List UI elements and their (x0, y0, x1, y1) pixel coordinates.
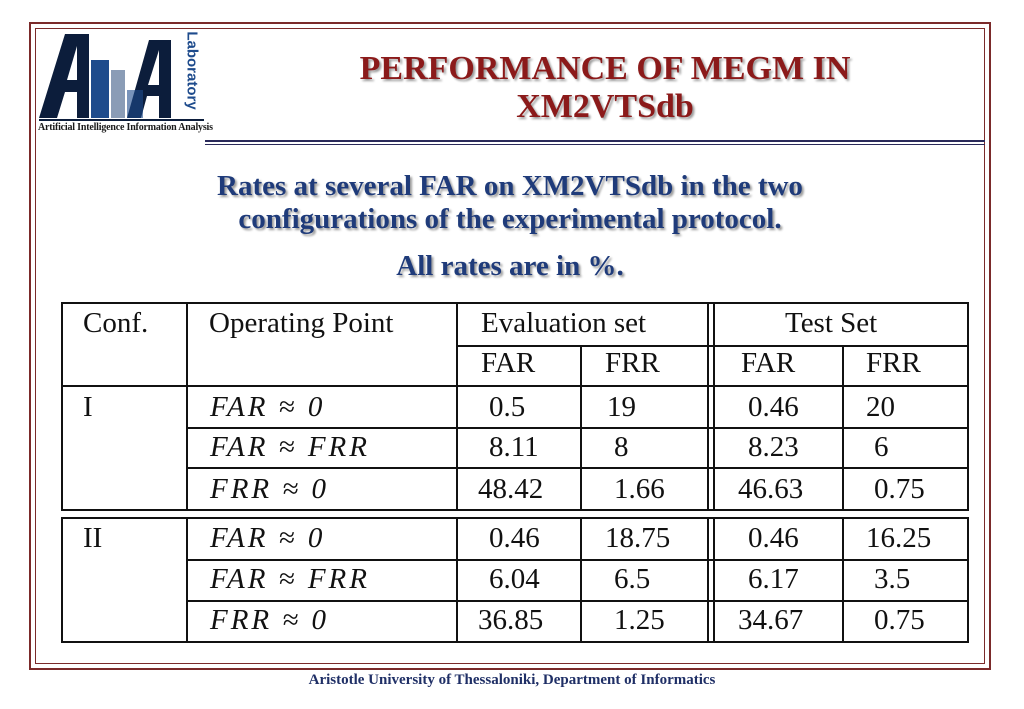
subtitle-line-1: Rates at several FAR on XM2VTSdb in the … (217, 170, 803, 202)
table-cell-test-far: 6.17 (748, 563, 799, 595)
table-top-border (61, 302, 969, 304)
col-border (842, 517, 844, 643)
header-test-set: Test Set (785, 307, 878, 339)
table-cell-eval-frr: 6.5 (614, 563, 651, 595)
col-border (707, 517, 709, 643)
header-bottom-border (61, 385, 969, 387)
col-border (580, 517, 582, 643)
group-2-top-border (61, 517, 969, 519)
col-border (61, 302, 63, 511)
subtitle-line-3: All rates are in %. (396, 250, 624, 282)
table-cell-test-frr: 6 (874, 431, 889, 463)
table-cell-eval-frr: 1.25 (614, 604, 665, 636)
aiia-logo: Laboratory (37, 30, 207, 140)
table-cell-test-far: 8.23 (748, 431, 799, 463)
aiia-logo-graphic (39, 34, 204, 121)
col-border (707, 302, 709, 511)
table-cell-op: FAR ≈ 0 (210, 522, 326, 554)
table-cell-op: FRR ≈ 0 (210, 604, 330, 636)
table-cell-test-far: 0.46 (748, 522, 799, 554)
header-test-far: FAR (741, 347, 796, 379)
table-cell-test-far: 34.67 (738, 604, 804, 636)
table-cell-op: FAR ≈ 0 (210, 391, 326, 423)
col-border (967, 517, 969, 643)
row-divider (186, 559, 969, 561)
header-eval-far: FAR (481, 347, 536, 379)
slide-inner-frame (35, 28, 985, 664)
row-divider (186, 467, 969, 469)
table-cell-eval-frr: 18.75 (605, 522, 671, 554)
col-border (456, 302, 458, 511)
header-test-frr: FRR (866, 347, 921, 379)
title-rule-thin (205, 144, 985, 145)
table-cell-test-frr: 0.75 (874, 473, 925, 505)
group-1-conf: I (83, 391, 93, 423)
group-1-bottom-border (61, 509, 969, 511)
table-cell-eval-far: 48.42 (478, 473, 544, 505)
table-cell-test-frr: 0.75 (874, 604, 925, 636)
header-conf: Conf. (83, 307, 149, 339)
slide-footer: Aristotle University of Thessaloniki, De… (308, 672, 716, 688)
header-eval-frr: FRR (605, 347, 660, 379)
header-operating-point: Operating Point (209, 307, 394, 339)
table-bottom-border (61, 641, 969, 643)
table-cell-eval-far: 0.46 (489, 522, 540, 554)
row-divider (186, 427, 969, 429)
table-cell-eval-far: 36.85 (478, 604, 544, 636)
col-border (713, 517, 715, 643)
table-cell-eval-far: 6.04 (489, 563, 540, 595)
table-cell-test-frr: 20 (866, 391, 895, 423)
col-border (713, 302, 715, 511)
table-cell-eval-frr: 1.66 (614, 473, 665, 505)
row-divider (186, 600, 969, 602)
header-evaluation-set: Evaluation set (481, 307, 647, 339)
col-border (580, 345, 582, 511)
table-cell-op: FAR ≈ FRR (210, 563, 370, 595)
slide-outer-frame (29, 22, 991, 670)
table-cell-eval-far: 8.11 (489, 431, 539, 463)
logo-laboratory-text: Laboratory (183, 31, 201, 110)
col-border (842, 345, 844, 511)
col-border (967, 302, 969, 511)
subtitle-line-2: configurations of the experimental proto… (238, 203, 782, 235)
table-cell-eval-frr: 19 (607, 391, 636, 423)
table-cell-eval-far: 0.5 (489, 391, 526, 423)
table-cell-op: FAR ≈ FRR (210, 431, 370, 463)
table-cell-test-far: 0.46 (748, 391, 799, 423)
col-border (186, 517, 188, 643)
table-cell-op: FRR ≈ 0 (210, 473, 330, 505)
slide-subtitle: Rates at several FAR on XM2VTSdb in the … (60, 170, 960, 236)
table-cell-test-frr: 3.5 (874, 563, 911, 595)
col-border (186, 302, 188, 511)
col-border (456, 517, 458, 643)
title-line-2: XM2VTSdb (516, 88, 694, 125)
header-divider (456, 345, 969, 347)
table-cell-test-far: 46.63 (738, 473, 804, 505)
slide-title: PERFORMANCE OF MEGM IN XM2VTSdb (300, 50, 910, 126)
group-2-conf: II (83, 522, 103, 554)
logo-caption: Artificial Intelligence Information Anal… (38, 122, 213, 133)
table-cell-eval-frr: 8 (614, 431, 629, 463)
col-border (61, 517, 63, 643)
title-rule (205, 140, 985, 142)
title-line-1: PERFORMANCE OF MEGM IN (359, 50, 851, 87)
table-cell-test-frr: 16.25 (866, 522, 932, 554)
